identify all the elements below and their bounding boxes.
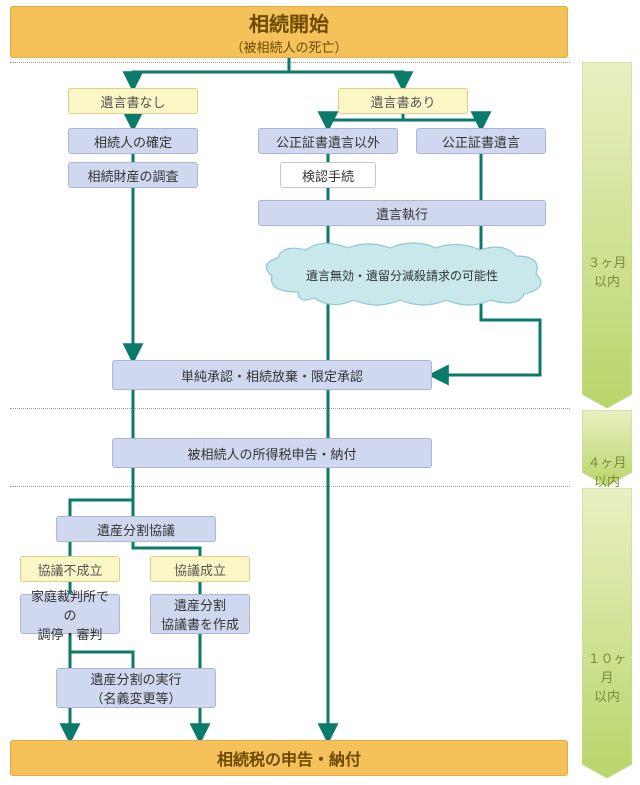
node-has-will: 遺言書あり [338,88,468,114]
timeline-10months: １０ヶ月 以内 [582,488,632,778]
node-agreement-doc: 遺産分割 協議書を作成 [150,594,250,634]
node-division: 遺産分割協議 [56,516,216,542]
dash-line-2 [10,408,570,409]
node-notary: 公正証書遺言 [416,128,546,154]
node-non-notary: 公正証書遺言以外 [258,128,398,154]
timeline-3months: ３ヶ月 以内 [582,62,632,408]
node-income-tax: 被相続人の所得税申告・納付 [112,438,432,468]
node-exec-div: 遺産分割の実行 （名義変更等） [56,668,216,708]
start-title: 相続開始 [249,8,329,37]
node-final: 相続税の申告・納付 [10,740,568,776]
node-execute: 遺言執行 [258,200,546,226]
node-disagree: 協議不成立 [20,556,120,582]
node-cloud: 遺言無効・遺留分減殺請求の可能性 [258,242,546,308]
node-probate: 検認手続 [280,162,376,188]
node-agree: 協議成立 [150,556,250,582]
timeline-label: ３ヶ月 以内 [582,252,632,290]
node-heirs: 相続人の確定 [68,128,198,154]
cloud-label: 遺言無効・遺留分減殺請求の可能性 [306,267,498,284]
dash-line-1 [10,62,570,63]
timeline-label: ４ヶ月 以内 [582,452,632,490]
node-assets: 相続財産の調査 [68,162,198,188]
start-subtitle: （被相続人の死亡） [230,37,347,56]
timeline-label: １０ヶ月 以内 [582,648,632,705]
node-accept: 単純承認・相続放棄・限定承認 [112,360,432,390]
dash-line-3 [10,486,570,487]
node-start: 相続開始 （被相続人の死亡） [10,6,568,58]
node-court: 家庭裁判所での 調停・審判 [20,594,120,634]
node-no-will: 遺言書なし [68,88,198,114]
timeline-4months: ４ヶ月 以内 [582,410,632,486]
